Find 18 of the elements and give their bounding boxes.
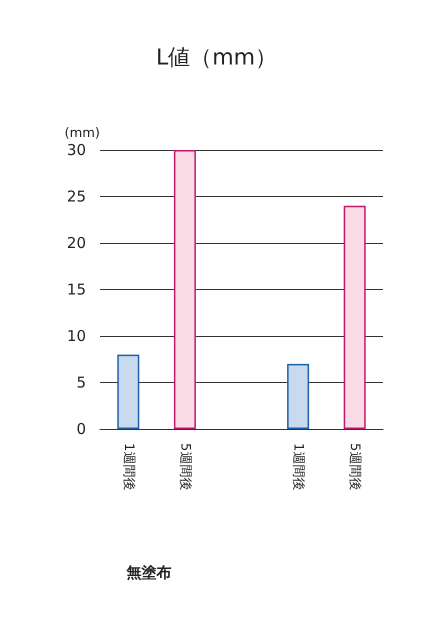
y-tick-label: 10: [66, 327, 86, 345]
bar: [344, 206, 366, 429]
x-tick-label: 1週間後: [120, 443, 136, 490]
y-tick-label: 25: [66, 188, 86, 206]
y-tick-label: 15: [66, 280, 86, 298]
text: 無塗布: [126, 564, 172, 582]
x-tick-label: 1週間後: [290, 443, 306, 490]
x-tick-label: 5週間後: [177, 443, 192, 490]
y-tick-label: 5: [76, 374, 86, 392]
bar: [117, 354, 140, 429]
bar: [174, 150, 196, 429]
y-tick-label: 0: [76, 420, 86, 438]
y-tick-label: 30: [66, 141, 86, 159]
chart-title: L値（mm）: [156, 46, 278, 70]
x-tick-label: 5週間後: [347, 443, 362, 490]
bar: [287, 364, 310, 429]
y-tick-label: 20: [66, 234, 86, 252]
y-axis-title: (mm): [64, 126, 100, 141]
